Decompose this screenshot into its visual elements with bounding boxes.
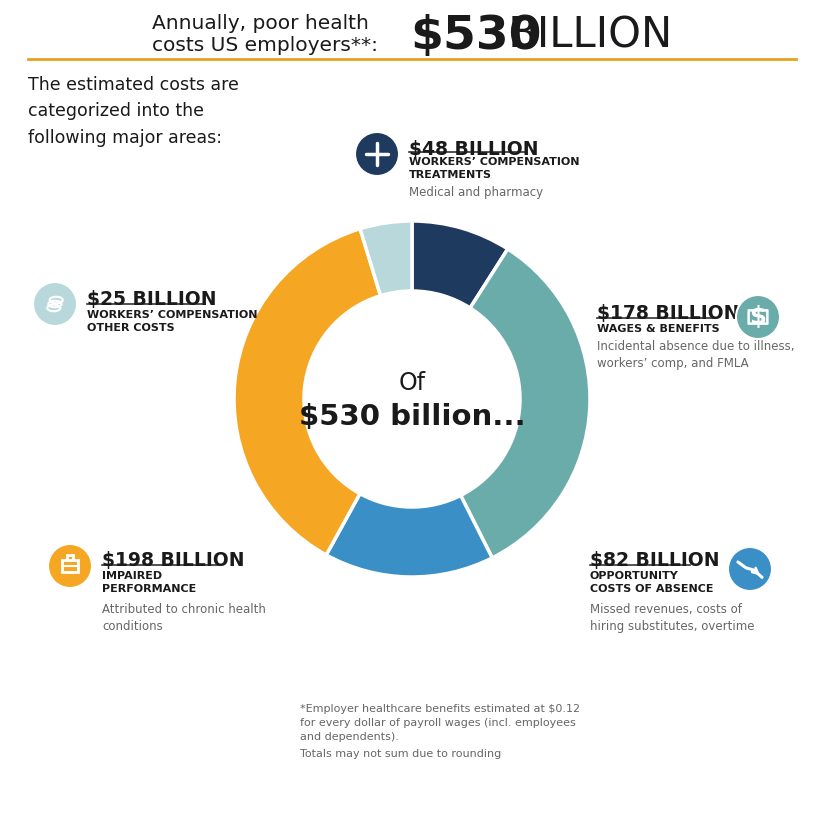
Text: Of: Of (399, 371, 425, 395)
Wedge shape (326, 493, 492, 577)
Text: BILLION: BILLION (495, 14, 672, 56)
Circle shape (48, 544, 92, 588)
Text: WORKERS’ COMPENSATION
TREATMENTS: WORKERS’ COMPENSATION TREATMENTS (409, 157, 579, 180)
Text: $25 BILLION: $25 BILLION (87, 290, 217, 309)
Wedge shape (234, 229, 381, 555)
Text: *Employer healthcare benefits estimated at $0.12
for every dollar of payroll wag: *Employer healthcare benefits estimated … (300, 704, 580, 742)
Wedge shape (412, 221, 508, 308)
Text: $48 BILLION: $48 BILLION (409, 140, 539, 159)
Text: The estimated costs are
categorized into the
following major areas:: The estimated costs are categorized into… (28, 76, 239, 147)
Text: $530: $530 (410, 14, 541, 59)
Text: Missed revenues, costs of
hiring substitutes, overtime: Missed revenues, costs of hiring substit… (590, 603, 755, 633)
Text: Attributed to chronic health
conditions: Attributed to chronic health conditions (102, 603, 266, 633)
Text: $: $ (750, 305, 766, 329)
Text: $198 BILLION: $198 BILLION (102, 551, 245, 570)
Text: costs US employers**:: costs US employers**: (152, 36, 378, 55)
Text: Totals may not sum due to rounding: Totals may not sum due to rounding (300, 749, 501, 759)
Text: Annually, poor health: Annually, poor health (152, 14, 369, 33)
Circle shape (736, 295, 780, 339)
Text: OPPORTUNITY
COSTS OF ABSENCE: OPPORTUNITY COSTS OF ABSENCE (590, 571, 714, 593)
Text: WORKERS’ COMPENSATION
OTHER COSTS: WORKERS’ COMPENSATION OTHER COSTS (87, 310, 257, 333)
Circle shape (728, 547, 772, 591)
Text: $530 billion...: $530 billion... (298, 403, 526, 431)
Text: $178 BILLION: $178 BILLION (597, 304, 739, 323)
Text: WAGES & BENEFITS: WAGES & BENEFITS (597, 324, 719, 334)
Text: Incidental absence due to illness,
workers’ comp, and FMLA: Incidental absence due to illness, worke… (597, 340, 794, 370)
Circle shape (355, 132, 399, 176)
Text: $82 BILLION: $82 BILLION (590, 551, 719, 570)
Circle shape (33, 282, 77, 326)
Wedge shape (461, 249, 590, 558)
Text: Medical and pharmacy: Medical and pharmacy (409, 186, 543, 199)
Wedge shape (360, 221, 412, 295)
Text: IMPAIRED
PERFORMANCE: IMPAIRED PERFORMANCE (102, 571, 196, 593)
